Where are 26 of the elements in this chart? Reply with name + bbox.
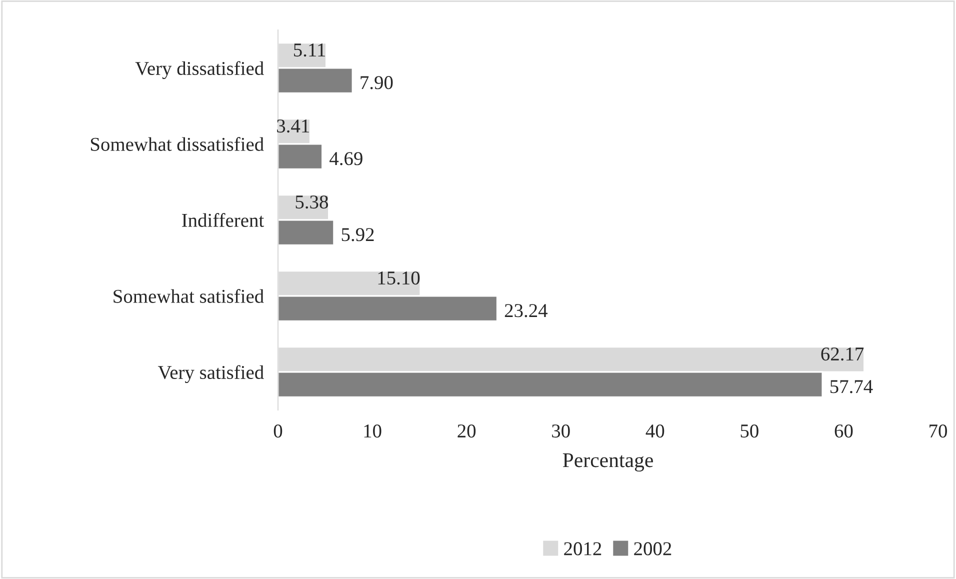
x-tick-label: 50: [740, 424, 758, 438]
y-tick-label: Somewhat satisfied: [114, 289, 264, 303]
x-tick-label: 10: [364, 424, 382, 438]
data-label: 23.24: [504, 304, 548, 318]
legend-label: 2012: [564, 542, 602, 556]
x-tick-label: 60: [834, 424, 853, 438]
data-label: 3.41: [277, 120, 309, 133]
x-tick-label: 40: [646, 424, 664, 438]
data-label: 7.90: [360, 76, 393, 90]
x-tick-label: 0: [274, 424, 282, 438]
data-label: 5.92: [342, 228, 374, 242]
x-tick-label: 20: [458, 424, 476, 438]
y-tick-label: Very satisfied: [158, 365, 264, 384]
x-tick-label: 30: [552, 424, 570, 438]
data-label: 15.10: [378, 271, 420, 285]
data-label: 57.74: [830, 380, 873, 394]
x-axis-title: Percentage: [562, 453, 653, 472]
legend-label: 2002: [634, 542, 672, 556]
data-label: 5.11: [294, 44, 326, 57]
data-label: 4.69: [330, 152, 362, 166]
data-label: 5.38: [296, 195, 328, 209]
y-tick-label: Very dissatisfied: [135, 61, 264, 80]
x-tick-label: 70: [930, 424, 947, 438]
data-label: 62.17: [821, 348, 864, 361]
y-tick-label: Indifferent: [182, 213, 264, 227]
y-tick-label: Somewhat dissatisfied: [90, 137, 264, 151]
